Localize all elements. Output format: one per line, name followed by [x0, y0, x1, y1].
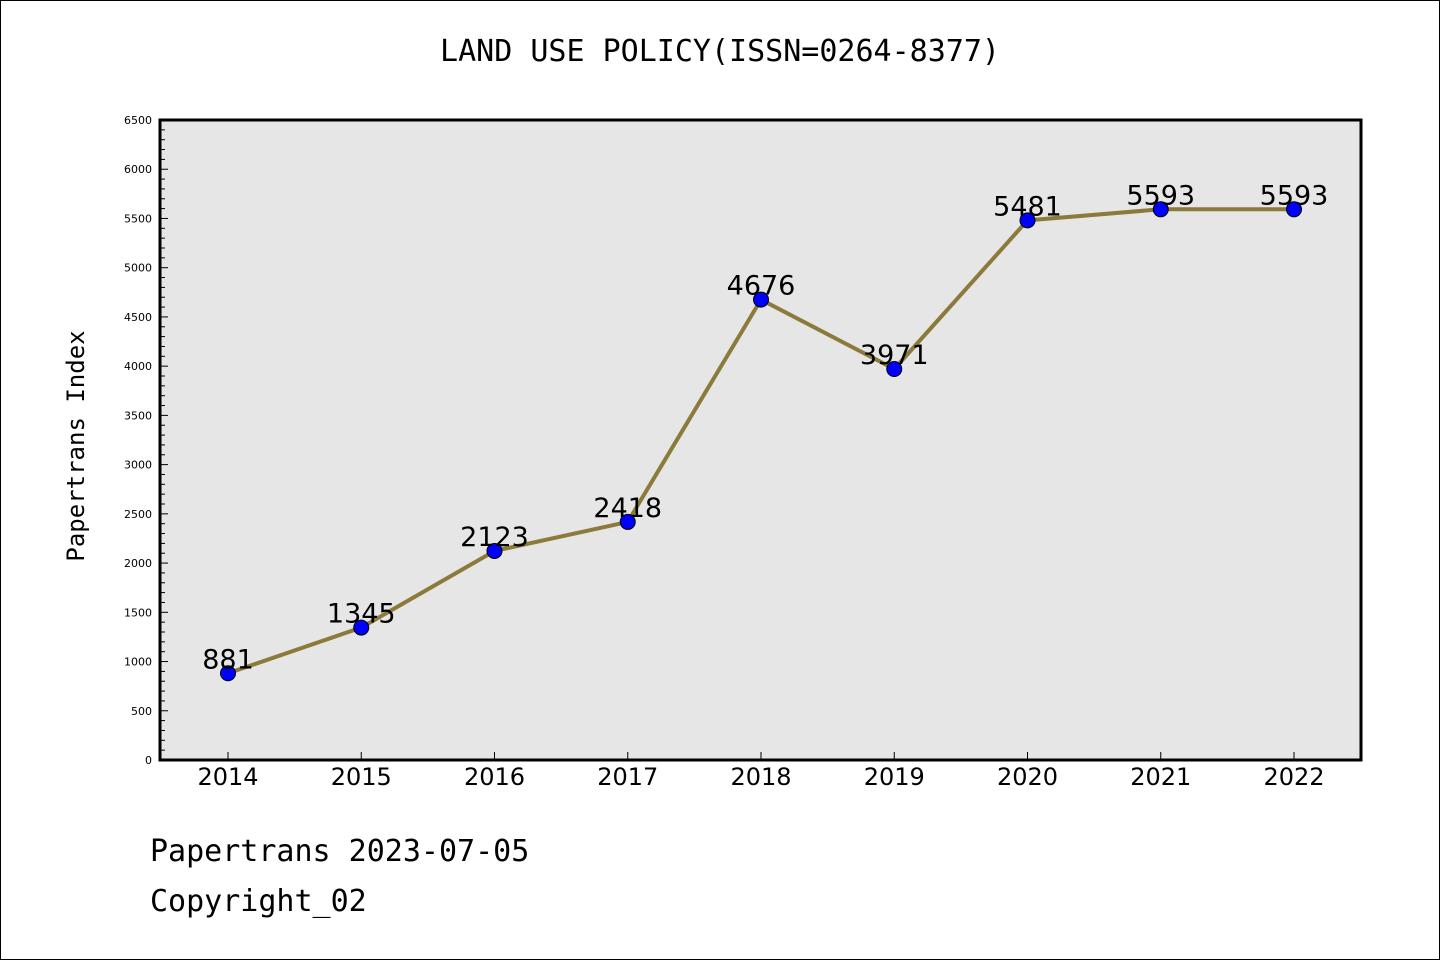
chart-title: LAND USE POLICY(ISSN=0264-8377) — [440, 34, 1000, 69]
y-tick-label: 3500 — [124, 409, 152, 422]
y-tick-label: 3000 — [124, 459, 152, 472]
y-tick-label: 2000 — [124, 557, 152, 570]
plot-border — [158, 118, 1363, 762]
plot-area — [160, 120, 1361, 760]
data-point — [486, 542, 503, 559]
y-tick-label: 0 — [145, 754, 152, 767]
y-tick-label: 6500 — [124, 114, 152, 127]
y-tick-label: 500 — [131, 705, 152, 718]
data-label: 2418 — [593, 493, 662, 524]
x-tick-label: 2015 — [331, 763, 392, 791]
footer-date-text: Papertrans 2023-07-05 — [150, 834, 530, 869]
y-tick-label: 5000 — [124, 262, 152, 275]
x-tick-label: 2021 — [1130, 763, 1191, 791]
y-axis-title: Papertrans Index — [62, 330, 90, 561]
data-label: 5593 — [1260, 180, 1329, 211]
x-tick-label: 2016 — [464, 763, 525, 791]
data-label: 5593 — [1126, 180, 1195, 211]
y-tick-label: 1500 — [124, 606, 152, 619]
data-label: 881 — [202, 644, 254, 675]
data-point — [886, 361, 903, 378]
data-label: 5481 — [993, 191, 1062, 222]
x-axis: 2014 2015 2016 2017 2018 2019 2020 2021 2022 — [197, 752, 1325, 791]
x-tick-label: 2018 — [730, 763, 791, 791]
y-tick-label: 4000 — [124, 360, 152, 373]
data-point — [353, 619, 370, 636]
x-tick-label: 2019 — [864, 763, 925, 791]
y-tick-label: 4500 — [124, 311, 152, 324]
data-point — [1286, 201, 1302, 218]
y-tick-label: 5500 — [124, 212, 152, 225]
y-tick-label: 1000 — [124, 656, 152, 669]
x-tick-label: 2022 — [1263, 763, 1324, 791]
data-point — [1019, 212, 1036, 229]
data-label: 3971 — [860, 340, 929, 371]
data-point — [220, 665, 236, 682]
data-point — [1152, 201, 1169, 218]
markers-group — [220, 201, 1302, 682]
x-tick-label: 2017 — [597, 763, 658, 791]
data-label: 1345 — [327, 599, 396, 630]
y-tick-label: 2500 — [124, 508, 152, 521]
data-point — [619, 513, 636, 530]
data-label: 2123 — [460, 522, 529, 553]
footer-copyright-text: Copyright_02 — [150, 884, 367, 919]
data-labels-group: 881 1345 2123 2418 4676 3971 5481 5593 5593 — [202, 180, 1328, 675]
x-tick-label: 2020 — [997, 763, 1058, 791]
x-tick-label: 2014 — [197, 763, 258, 791]
data-point — [753, 291, 769, 308]
data-label: 4676 — [727, 271, 796, 302]
y-tick-label: 6000 — [124, 163, 152, 176]
